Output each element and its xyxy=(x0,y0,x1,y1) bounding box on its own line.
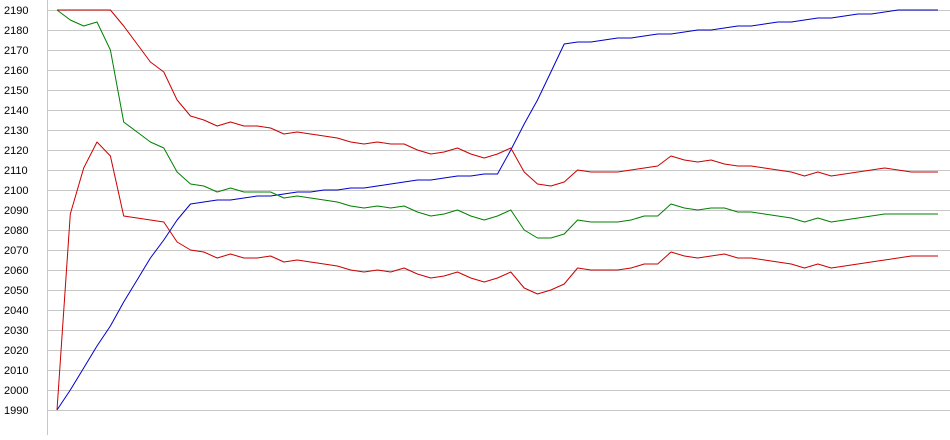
y-tick-label: 2050 xyxy=(4,285,28,297)
y-tick-label: 2000 xyxy=(4,385,28,397)
y-tick-label: 2060 xyxy=(4,265,28,277)
y-tick-label: 2030 xyxy=(4,325,28,337)
y-axis-tick-labels: 1990 2000 2010 2020 2030 2040 2050 2060 2070 2080… xyxy=(4,5,28,417)
gridlines xyxy=(47,10,950,411)
y-tick-label: 2080 xyxy=(4,225,28,237)
y-tick-label: 2020 xyxy=(4,345,28,357)
y-tick-label: 2120 xyxy=(4,145,28,157)
y-tick-label: 2100 xyxy=(4,185,28,197)
series-line-2 xyxy=(57,9,938,187)
y-tick-label: 1990 xyxy=(4,405,28,417)
series-line-1 xyxy=(56,9,938,411)
series-lines xyxy=(56,9,938,411)
y-tick-label: 2170 xyxy=(4,45,28,57)
y-tick-label: 2190 xyxy=(4,5,28,17)
series-line-3 xyxy=(56,9,938,239)
y-tick-label: 2150 xyxy=(4,85,28,97)
y-tick-label: 2090 xyxy=(4,205,28,217)
y-tick-label: 2140 xyxy=(4,105,28,117)
y-tick-label: 2160 xyxy=(4,65,28,77)
y-tick-label: 2180 xyxy=(4,25,28,37)
y-tick-label: 2070 xyxy=(4,245,28,257)
series-line-4 xyxy=(56,141,938,411)
y-tick-label: 2130 xyxy=(4,125,28,137)
y-tick-label: 2040 xyxy=(4,305,28,317)
y-tick-label: 2010 xyxy=(4,365,28,377)
y-tick-label: 2110 xyxy=(4,165,28,177)
